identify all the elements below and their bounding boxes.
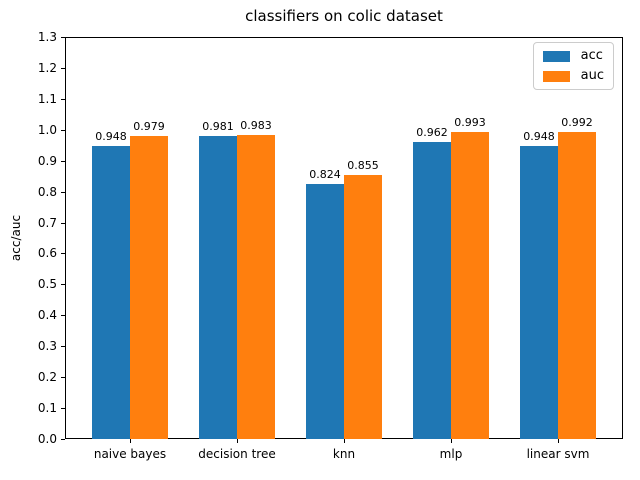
y-tick-label: 0.4 [37, 308, 57, 323]
legend-label-auc: auc [580, 68, 604, 83]
y-tick-label: 0.1 [37, 401, 57, 416]
y-tick-mark [61, 160, 65, 162]
x-tick-mark [130, 439, 131, 443]
y-tick-mark [61, 439, 65, 440]
x-tick-label-linear-svm: linear svm [526, 447, 590, 461]
y-tick-mark [61, 315, 65, 317]
y-tick-mark [61, 129, 65, 131]
bar-auc-linear-svm [557, 132, 596, 439]
bar-acc-decision-tree [199, 135, 237, 439]
y-tick-label: 0.2 [37, 370, 57, 385]
bar-value-label-auc-decision-tree: 0.983 [240, 119, 272, 133]
bar-value-label-acc-mlp: 0.962 [416, 125, 448, 139]
y-tick-label: 0.0 [37, 432, 57, 446]
y-tick-mark [61, 222, 65, 224]
bar-value-label-acc-decision-tree: 0.981 [202, 119, 234, 133]
bar-auc-decision-tree [237, 135, 275, 439]
bar-auc-knn [344, 174, 382, 439]
x-tick-mark [450, 439, 452, 443]
bar-value-label-acc-knn: 0.824 [309, 168, 341, 182]
bar-value-label-auc-linear-svm: 0.992 [561, 116, 593, 130]
y-tick-mark [61, 253, 65, 255]
bar-value-label-acc-naive-bayes: 0.948 [95, 129, 127, 143]
x-tick-mark [344, 439, 345, 443]
y-tick-label: 0.9 [37, 153, 57, 168]
legend-entry-acc: acc [542, 48, 604, 63]
y-tick-mark [61, 98, 65, 100]
y-tick-label: 0.8 [37, 184, 57, 199]
bar-acc-naive-bayes [92, 145, 130, 439]
legend: acc auc [532, 42, 614, 90]
y-tick-label: 0.7 [37, 215, 57, 230]
x-tick-label-naive-bayes: naive bayes [93, 447, 167, 461]
y-tick-label: 0.6 [37, 246, 57, 261]
bar-acc-mlp [412, 141, 451, 439]
y-tick-mark [61, 284, 65, 286]
x-tick-label-mlp: mlp [439, 447, 463, 461]
y-tick-label: 1.0 [37, 122, 57, 137]
legend-entry-auc: auc [542, 68, 604, 83]
y-tick-mark [61, 67, 65, 69]
y-tick-label: 1.2 [37, 60, 57, 75]
y-tick-mark [61, 346, 65, 348]
legend-swatch-acc [542, 50, 570, 62]
y-tick-label: 0.3 [37, 339, 57, 354]
bar-value-label-auc-mlp: 0.993 [454, 115, 486, 129]
chart-title: classifiers on colic dataset [245, 7, 443, 25]
legend-swatch-auc [542, 70, 570, 82]
bar-auc-mlp [450, 131, 489, 439]
x-tick-mark [237, 439, 238, 443]
y-tick-mark [61, 377, 65, 379]
y-tick-mark [61, 191, 65, 193]
bar-value-label-auc-knn: 0.855 [347, 158, 379, 172]
bar-acc-linear-svm [519, 145, 558, 439]
y-tick-label: 0.5 [37, 277, 57, 292]
x-tick-mark [557, 439, 559, 443]
y-tick-label: 1.3 [37, 30, 57, 44]
x-tick-label-decision-tree: decision tree [198, 447, 276, 461]
bar-value-label-auc-naive-bayes: 0.979 [133, 120, 165, 134]
legend-label-acc: acc [580, 48, 603, 63]
bar-value-label-acc-linear-svm: 0.948 [523, 129, 555, 143]
x-tick-label-knn: knn [332, 447, 356, 461]
bar-acc-knn [306, 184, 344, 439]
bar-auc-naive-bayes [130, 136, 168, 439]
y-tick-mark [61, 37, 65, 38]
y-tick-label: 1.1 [37, 91, 57, 106]
y-tick-mark [61, 408, 65, 410]
